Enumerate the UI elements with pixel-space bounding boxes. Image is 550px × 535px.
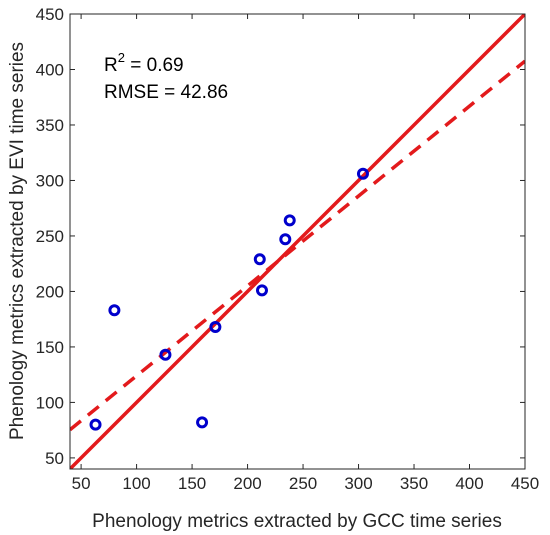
y-tick-label: 200: [36, 282, 64, 301]
data-point: [356, 167, 369, 180]
y-tick-label: 100: [36, 393, 64, 412]
y-tick-label: 400: [36, 60, 64, 79]
x-tick-label: 450: [511, 474, 539, 493]
data-point: [89, 418, 102, 431]
y-tick-label: 50: [45, 449, 64, 468]
y-tick-label: 350: [36, 116, 64, 135]
reference-lines: [70, 14, 525, 469]
data-point: [209, 320, 222, 333]
y-tick-label: 300: [36, 171, 64, 190]
y-tick-label: 150: [36, 338, 64, 357]
one-to-one-line: [70, 14, 525, 469]
data-points: [89, 167, 369, 431]
x-tick-label: 300: [344, 474, 372, 493]
x-tick-label: 100: [122, 474, 150, 493]
x-tick-label: 150: [178, 474, 206, 493]
y-tick-label: 450: [36, 5, 64, 24]
x-axis-title: Phenology metrics extracted by GCC time …: [92, 511, 502, 532]
data-point: [279, 233, 292, 246]
x-tick-label: 350: [400, 474, 428, 493]
x-tick-label: 200: [233, 474, 261, 493]
x-tick-label: 250: [289, 474, 317, 493]
data-point: [108, 304, 121, 317]
fit-line-dashed: [70, 59, 525, 432]
plot-frame: [69, 13, 526, 470]
data-point: [255, 284, 268, 297]
y-axis-title: Phenology metrics extracted by EVI time …: [7, 42, 28, 440]
r-squared-value: = 0.69: [125, 55, 184, 76]
data-point: [196, 416, 209, 429]
rmse-annotation: RMSE = 42.86: [104, 82, 228, 103]
x-tick-label: 50: [72, 474, 91, 493]
r-squared-label: R: [104, 55, 118, 76]
r-squared-superscript: 2: [118, 50, 125, 65]
data-point: [253, 253, 266, 266]
data-point: [283, 214, 296, 227]
data-point: [159, 348, 172, 361]
r-squared-annotation: R2 = 0.69: [104, 50, 184, 76]
y-tick-label: 250: [36, 227, 64, 246]
x-tick-label: 400: [455, 474, 483, 493]
axis-ticks: 50 100 150 200 250 300 350 400 450 50 100 150 200 250…: [36, 5, 540, 493]
